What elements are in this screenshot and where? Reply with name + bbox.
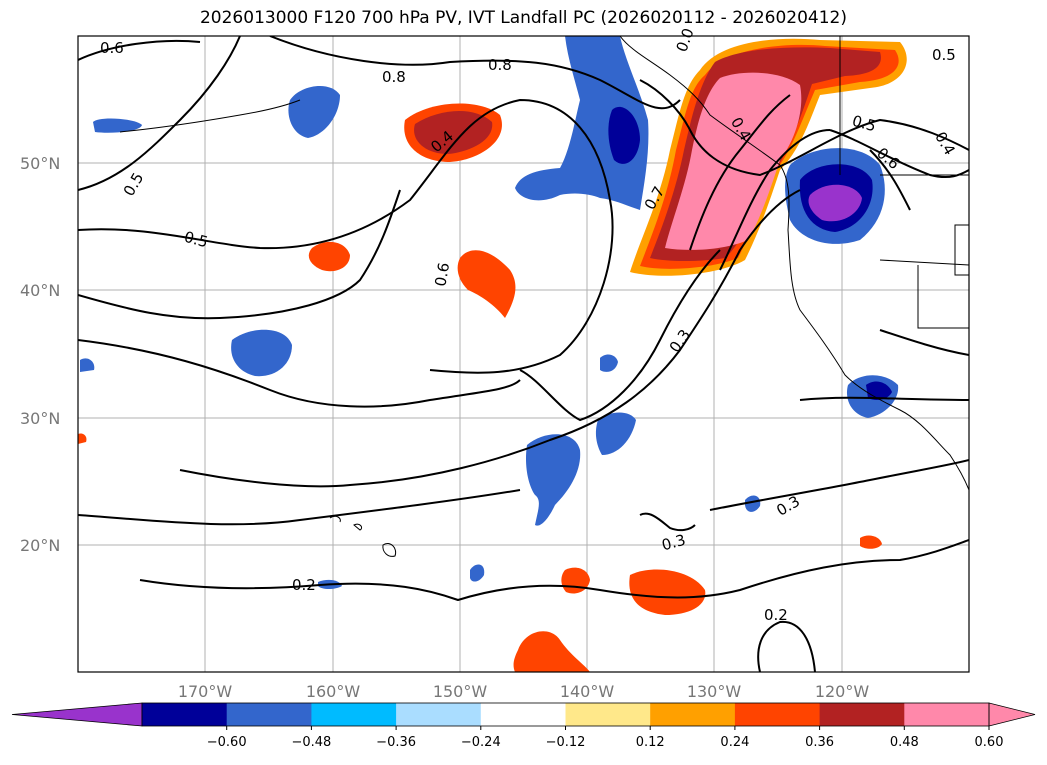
colorbar-tick-label: 0.24 — [720, 735, 749, 750]
colorbar-segment — [734, 703, 821, 726]
contour-label: 0.3 — [660, 531, 688, 555]
colorbar-tick-label: −0.24 — [461, 735, 501, 750]
contour-label: 0.6 — [100, 39, 124, 57]
lon-label: 140°W — [560, 682, 615, 701]
colorbar-segment — [819, 703, 905, 726]
lon-label: 150°W — [433, 682, 488, 701]
colorbar-segment — [311, 703, 397, 726]
colorbar-tick-label: 0.36 — [805, 735, 834, 750]
longitude-labels: 170°W 160°W 150°W 140°W 130°W 120°W — [178, 682, 870, 701]
lon-label: 170°W — [178, 682, 233, 701]
colorbar-segment — [226, 703, 312, 726]
contour-label: 0.2 — [292, 576, 316, 594]
colorbar-extend-low — [11, 702, 143, 727]
colorbar-tick-label: −0.36 — [376, 735, 416, 750]
contour-label: 0.6 — [431, 261, 453, 288]
contour-label: 0.5 — [182, 228, 210, 252]
colorbar-segment — [396, 703, 482, 726]
latitude-labels: 50°N 40°N 30°N 20°N — [20, 154, 60, 555]
contour-label: 0.8 — [488, 56, 512, 74]
contour-label: 0.2 — [764, 606, 788, 624]
map-title: 2026013000 F120 700 hPa PV, IVT Landfall… — [199, 8, 847, 28]
colorbar-tick-label: −0.60 — [207, 735, 247, 750]
lat-label: 20°N — [20, 536, 60, 555]
colorbar-extend-high — [988, 702, 1036, 727]
colorbar-tick-label: 0.12 — [636, 735, 665, 750]
coastline — [119, 36, 969, 557]
contour-label: 0.5 — [850, 112, 878, 136]
colorbar-segment — [650, 703, 736, 726]
lon-label: 160°W — [306, 682, 361, 701]
lat-label: 50°N — [20, 154, 60, 173]
colorbar-tick-label: 0.48 — [890, 735, 919, 750]
contour-label: 0.5 — [932, 46, 956, 64]
pv-contours — [78, 36, 969, 672]
colorbar-segment — [904, 703, 990, 726]
colorbar: −0.60 −0.48 −0.36 −0.24 −0.12 0.12 0.24 0.36 0.4… — [11, 702, 1036, 750]
map-border — [77, 35, 970, 673]
colorbar-segment — [480, 703, 566, 726]
lat-label: 40°N — [20, 281, 60, 300]
lat-label: 30°N — [20, 409, 60, 428]
colorbar-tick-label: −0.12 — [546, 735, 586, 750]
colorbar-segment — [142, 703, 228, 726]
contour-label: 0.8 — [382, 68, 406, 86]
lon-label: 130°W — [687, 682, 742, 701]
colorbar-tick-label: 0.60 — [975, 735, 1004, 750]
negative-shading — [80, 36, 899, 589]
colorbar-tick-label: −0.48 — [291, 735, 331, 750]
colorbar-segment — [565, 703, 651, 726]
lon-label: 120°W — [815, 682, 870, 701]
map-area — [78, 36, 969, 672]
